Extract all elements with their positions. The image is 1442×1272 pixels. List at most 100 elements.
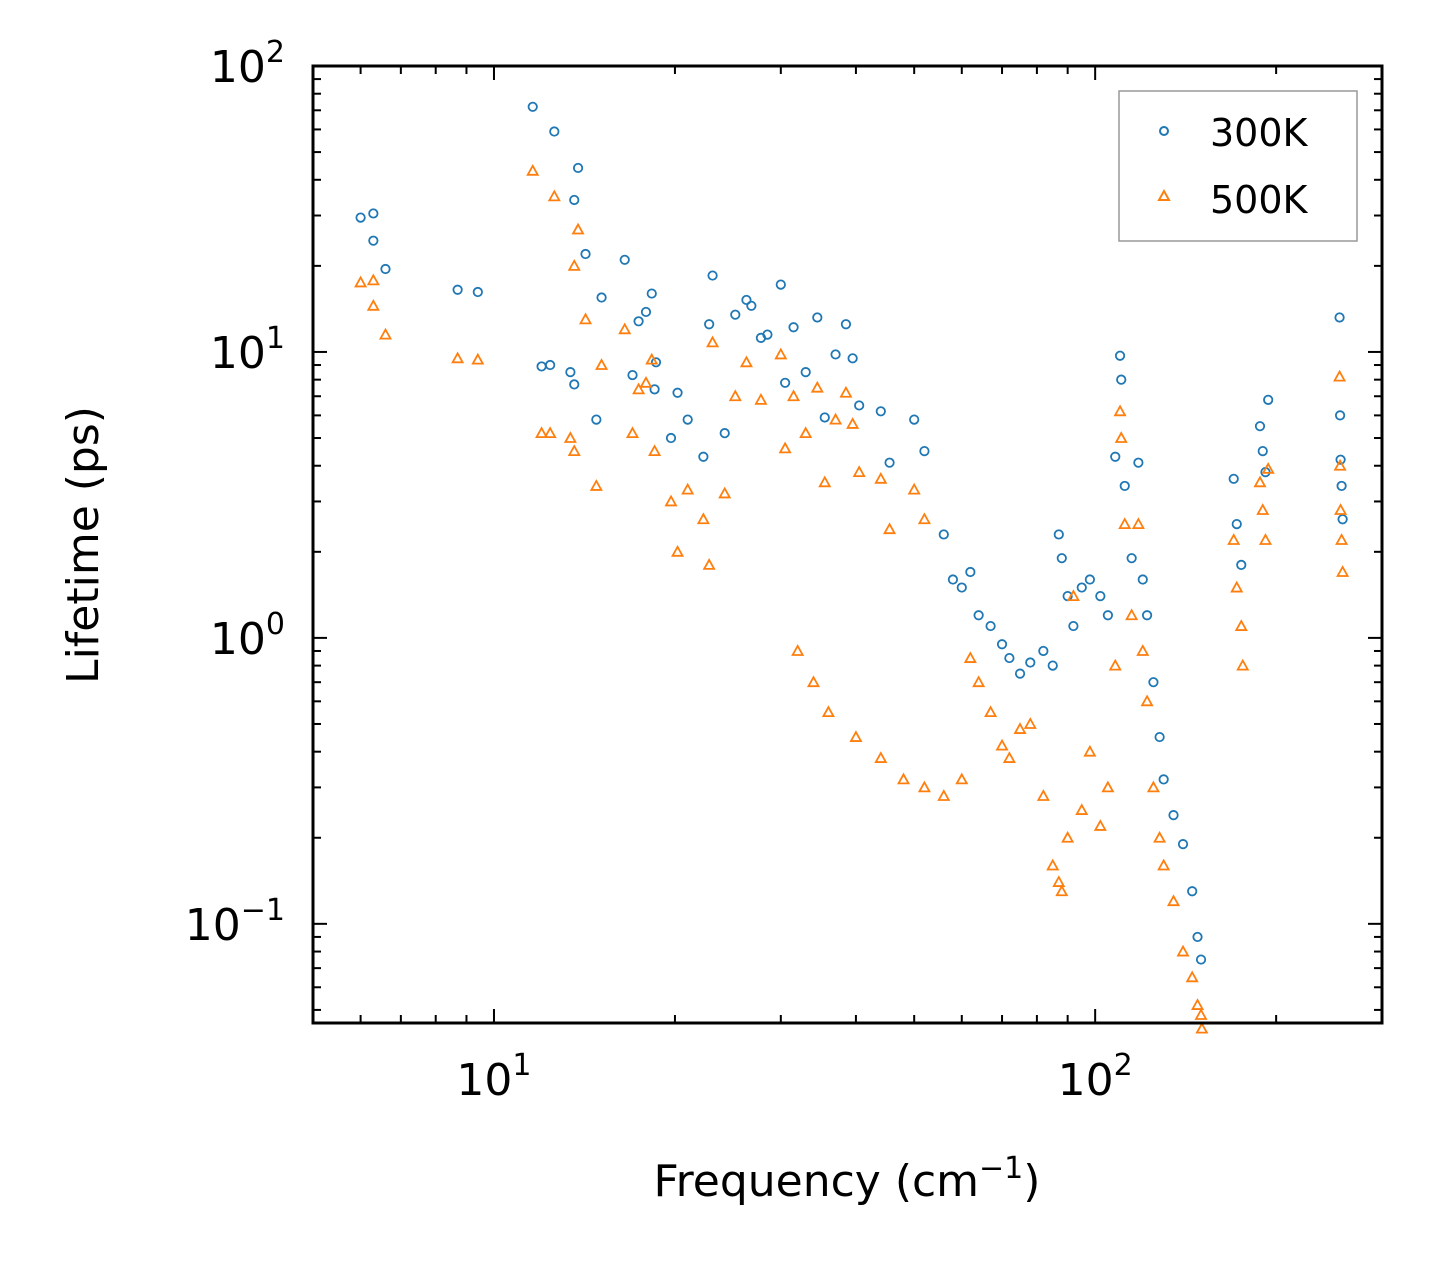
y-axis-label: Lifetime (ps) (58, 406, 109, 684)
data-point-500k (846, 417, 860, 429)
data-point-500k (728, 389, 742, 402)
data-point-300k (1126, 553, 1137, 564)
data-point-300k (819, 412, 830, 423)
data-point-300k (854, 400, 865, 411)
legend: 300K 500K (1118, 90, 1358, 242)
data-point-500k (632, 382, 646, 395)
data-point-300k (1095, 591, 1106, 602)
data-point-500k (366, 298, 380, 311)
data-point-500k (702, 558, 716, 570)
data-point-300k (1337, 514, 1348, 525)
data-point-500k (810, 380, 824, 393)
data-point-500k (963, 651, 977, 663)
data-point-500k (806, 675, 821, 688)
data-point-300k (847, 353, 858, 364)
data-point-300k (730, 309, 741, 320)
data-point-300k (596, 292, 607, 303)
data-point-300k (947, 574, 959, 585)
data-point-500k (937, 789, 951, 801)
data-point-500k (1013, 722, 1027, 734)
data-point-500k (589, 479, 603, 491)
y-tick-label: 10−1 (185, 893, 285, 951)
data-point-500k (1194, 1008, 1208, 1020)
data-point-300k (800, 367, 811, 378)
data-point-500k (578, 312, 593, 325)
data-point-300k (1141, 610, 1153, 621)
data-point-500k (664, 494, 678, 507)
data-point-500k (1236, 658, 1250, 671)
data-point-500k (896, 772, 911, 785)
legend-item-500k: 500K (1157, 178, 1309, 222)
data-point-300k (1154, 731, 1165, 743)
legend-item-300k: 300K (1159, 111, 1309, 155)
data-point-500k (1334, 503, 1348, 515)
data-point-300k (1336, 480, 1347, 492)
data-point-300k (572, 162, 584, 174)
data-point-300k (830, 349, 841, 360)
data-point-500k (671, 544, 685, 557)
data-point-300k (1056, 553, 1067, 564)
data-point-300k (569, 379, 580, 390)
data-point-500k (639, 375, 653, 388)
data-point-300k (549, 126, 560, 137)
data-point-500k (995, 738, 1009, 751)
data-point-300k (1263, 394, 1274, 405)
data-point-300k (1177, 839, 1189, 850)
data-point-500k (1023, 717, 1037, 729)
legend-marker-500k (1157, 188, 1171, 201)
data-point-300k (1119, 480, 1130, 492)
data-point-300k (996, 639, 1008, 650)
data-point-500k (1046, 858, 1060, 871)
data-point-300k (646, 288, 657, 299)
data-point-500k (821, 705, 835, 718)
data-point-500k (1052, 875, 1066, 887)
data-point-300k (919, 446, 930, 457)
data-point-300k (909, 414, 920, 425)
data-point-300k (355, 212, 366, 223)
data-point-500k (1113, 404, 1127, 417)
data-point-500k (852, 465, 866, 478)
data-point-500k (366, 273, 380, 286)
data-point-300k (527, 101, 538, 112)
data-point-300k (1158, 774, 1169, 785)
data-point-300k (1053, 529, 1064, 540)
data-point-300k (472, 286, 483, 298)
data-point-300k (665, 432, 677, 444)
tick-labels: 101 102 10−1 100 101 102 (185, 35, 1133, 1106)
legend-label-500k: 500K (1210, 178, 1309, 222)
data-point-300k (780, 377, 791, 388)
data-point-500k (917, 512, 931, 525)
data-point-500k (645, 352, 659, 365)
data-point-500k (451, 351, 465, 364)
data-point-500k (625, 426, 640, 439)
data-point-300k (565, 367, 576, 378)
data-point-300k (633, 316, 644, 327)
data-point-500k (567, 259, 581, 271)
data-point-500k (1108, 658, 1122, 671)
data-point-500k (1153, 830, 1167, 843)
data-point-300k (884, 457, 895, 468)
data-point-500k (849, 730, 863, 742)
data-point-500k (595, 358, 609, 370)
data-point-300k (1133, 457, 1144, 468)
data-point-500k (1125, 608, 1139, 621)
data-point-500k (1227, 533, 1241, 545)
data-point-300k (840, 319, 852, 330)
plot-frame (311, 64, 1384, 1025)
data-point-300k (627, 369, 638, 381)
data-point-500k (1185, 970, 1199, 983)
data-point-500k (774, 347, 788, 360)
data-point-500k (1253, 475, 1267, 488)
data-point-300k (682, 414, 693, 425)
data-point-300k (1004, 652, 1015, 664)
data-point-300k (1076, 582, 1087, 593)
data-point-500k (1261, 462, 1275, 474)
data-point-300k (985, 620, 996, 632)
data-point-500k (829, 412, 843, 425)
data-point-500k (1195, 1021, 1209, 1034)
data-point-300k (1014, 668, 1026, 679)
data-point-500k (681, 482, 695, 495)
data-point-300k (973, 610, 984, 621)
data-point-500k (1166, 894, 1181, 907)
